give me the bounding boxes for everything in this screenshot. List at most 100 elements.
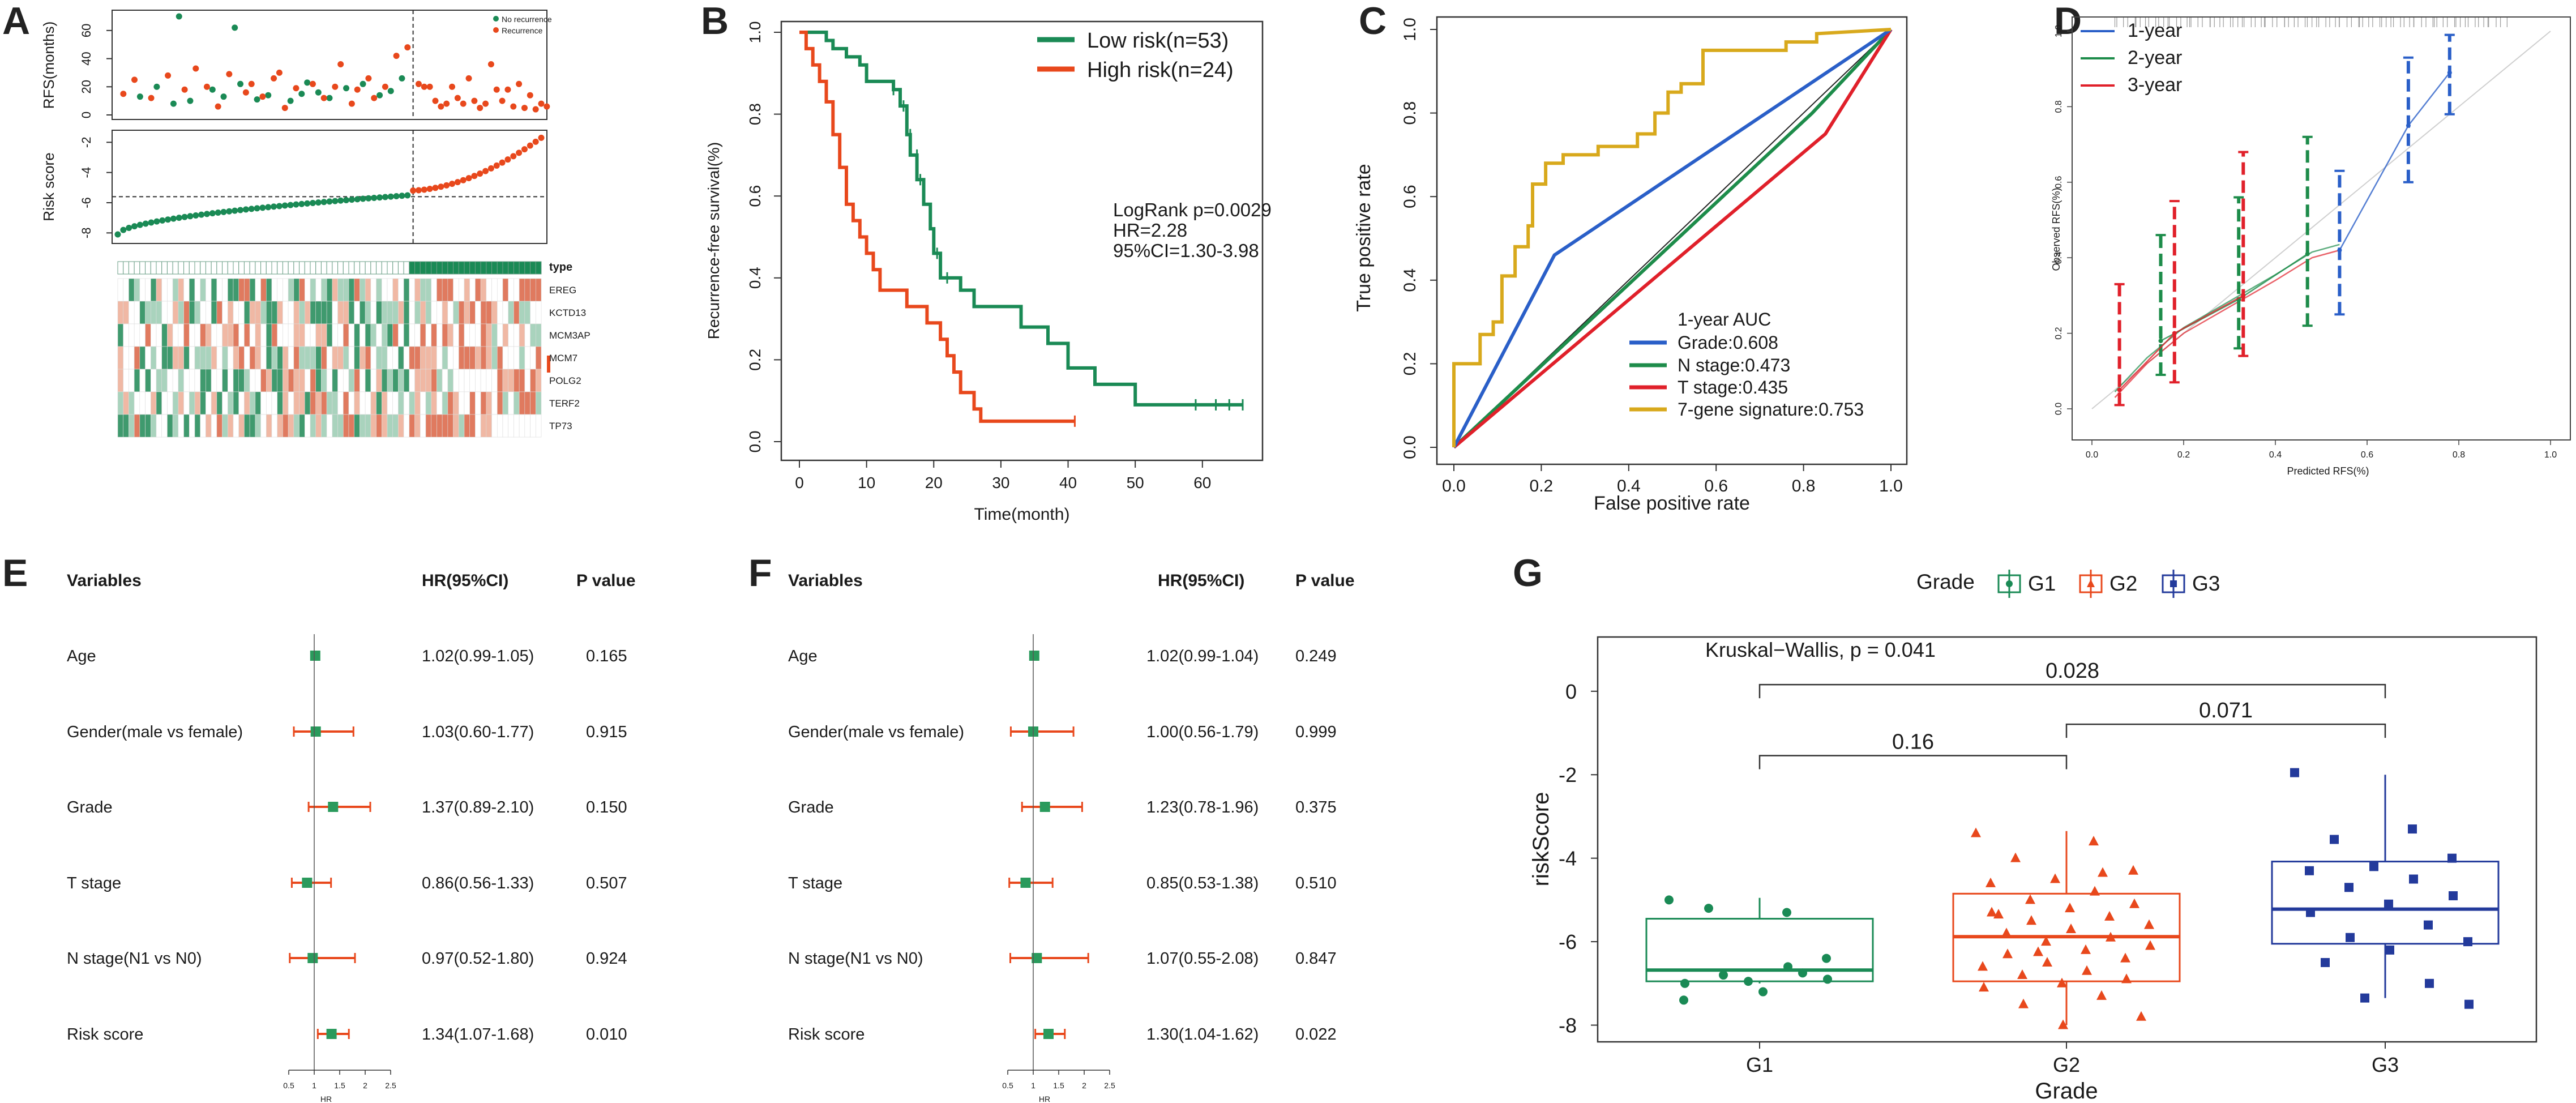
a-no-recurrence-point bbox=[304, 79, 311, 86]
a-heat-cell bbox=[514, 278, 520, 302]
a-heat-cell bbox=[244, 323, 250, 347]
a-type-cell bbox=[222, 261, 228, 275]
d-frame bbox=[2072, 16, 2571, 441]
a-heat-cell bbox=[480, 301, 487, 324]
a-heat-cell bbox=[288, 369, 294, 392]
a-heat-cell bbox=[332, 391, 338, 415]
e-row-p: 0.915 bbox=[586, 723, 627, 741]
a-heat-cell bbox=[414, 323, 421, 347]
a-heat-cell bbox=[370, 391, 376, 415]
a-heat-cell bbox=[431, 301, 437, 324]
panel-label-a: A bbox=[2, 0, 30, 42]
g-legend-label: G1 bbox=[2028, 572, 2056, 595]
c-xtick-label: 0.6 bbox=[1704, 477, 1728, 495]
e-hr-marker bbox=[328, 802, 339, 812]
a-type-cell bbox=[304, 261, 311, 275]
d-3y-point bbox=[2241, 293, 2246, 298]
a-mid-ylabel: Risk score bbox=[40, 152, 57, 221]
a-heat-cell bbox=[420, 369, 426, 392]
a-heat-cell bbox=[211, 346, 217, 370]
a-heat-cell bbox=[145, 414, 151, 438]
a-heat-cell bbox=[266, 278, 272, 302]
a-heat-cell bbox=[299, 278, 305, 302]
g-point bbox=[1971, 827, 1981, 837]
a-no-recurrence-point bbox=[387, 88, 394, 95]
a-heat-cell bbox=[277, 414, 283, 438]
a-heat-cell bbox=[414, 414, 421, 438]
g-point bbox=[2128, 865, 2138, 875]
a-risk-score-point bbox=[165, 216, 172, 223]
a-heat-cell bbox=[315, 346, 322, 370]
a-heat-cell bbox=[425, 414, 432, 438]
c-legend-title: 1-year AUC bbox=[1678, 309, 1771, 330]
a-heat-cell bbox=[150, 346, 157, 370]
a-heat-cell bbox=[227, 323, 234, 347]
a-heat-cell bbox=[442, 301, 448, 324]
a-heat-cell bbox=[206, 369, 212, 392]
b-axes: 0 10 20 30 40 50 60 0.0 0.2 0.4 0.6 0.8 1.0 bbox=[746, 22, 1211, 491]
a-heat-cell bbox=[458, 369, 465, 392]
a-heat-cell bbox=[183, 278, 190, 302]
e-row-hr: 0.86(0.56-1.33) bbox=[422, 874, 534, 892]
a-top-points bbox=[120, 10, 550, 119]
g-comparisons: 0.028 0.071 0.16 bbox=[1758, 659, 2386, 769]
a-recurrence-point bbox=[181, 86, 188, 93]
a-heat-cell bbox=[145, 346, 151, 370]
a-heat-cell bbox=[178, 346, 184, 370]
a-type-cell bbox=[282, 261, 289, 275]
a-heat-cell bbox=[161, 346, 168, 370]
a-heat-cell bbox=[365, 414, 371, 438]
f-row-hr: 1.00(0.56-1.79) bbox=[1146, 723, 1259, 741]
a-type-cell bbox=[216, 261, 223, 275]
a-heat-cell bbox=[508, 346, 514, 370]
a-no-recurrence-point bbox=[287, 97, 294, 104]
e-row-hr: 0.97(0.52-1.80) bbox=[422, 950, 534, 968]
a-heat-cell bbox=[409, 414, 415, 438]
a-heat-cell bbox=[475, 369, 481, 392]
a-no-recurrence-point bbox=[232, 24, 238, 31]
g-point bbox=[2290, 768, 2299, 777]
a-heat-cell bbox=[398, 369, 404, 392]
a-heat-cell bbox=[354, 278, 360, 302]
a-heat-cell bbox=[238, 369, 245, 392]
a-recurrence-point bbox=[354, 86, 361, 93]
a-mid-ytick-label: -8 bbox=[79, 228, 93, 239]
f-row-p: 0.847 bbox=[1295, 950, 1337, 968]
a-heat-cell bbox=[288, 323, 294, 347]
a-type-label: type bbox=[549, 261, 572, 273]
g-point bbox=[2017, 969, 2027, 980]
a-type-cell bbox=[310, 261, 316, 275]
a-type-cell bbox=[161, 261, 168, 275]
a-heat-cell bbox=[206, 414, 212, 438]
g-xtick-label: G1 bbox=[1746, 1053, 1773, 1076]
a-heat-cell bbox=[360, 346, 366, 370]
g-legend: Grade G1 G2 G3 bbox=[1916, 570, 2220, 598]
a-type-cell bbox=[134, 261, 140, 275]
g-legend-label: G3 bbox=[2192, 572, 2220, 595]
a-type-cell bbox=[117, 261, 124, 275]
a-heat-cell bbox=[398, 414, 404, 438]
a-top-ytick-label: 60 bbox=[79, 24, 93, 37]
a-risk-score-point bbox=[443, 182, 450, 189]
a-heat-cell bbox=[524, 323, 530, 347]
a-recurrence-point bbox=[131, 76, 138, 83]
a-heat-cell bbox=[370, 346, 376, 370]
d-xtick-label: 1.0 bbox=[2544, 450, 2557, 460]
a-type-cell bbox=[474, 261, 481, 275]
a-heat-cell bbox=[167, 323, 173, 347]
g-point bbox=[2120, 952, 2130, 963]
g-boxes bbox=[1645, 768, 2500, 1029]
f-row-p: 0.999 bbox=[1295, 723, 1337, 741]
a-heat-cell bbox=[337, 301, 344, 324]
d-legend-2y: 2-year bbox=[2128, 47, 2182, 69]
a-heat-cell bbox=[249, 323, 256, 347]
g-legend-label: G2 bbox=[2109, 572, 2137, 595]
f-xtick-label: 1.5 bbox=[1053, 1081, 1064, 1090]
a-recurrence-point bbox=[337, 61, 344, 67]
a-heat-cell bbox=[491, 301, 498, 324]
a-heat-cell bbox=[178, 369, 184, 392]
a-heat-cell bbox=[326, 369, 333, 392]
a-heat-cell bbox=[475, 346, 481, 370]
a-heat-cell bbox=[442, 391, 448, 415]
a-risk-score-point bbox=[176, 215, 182, 221]
